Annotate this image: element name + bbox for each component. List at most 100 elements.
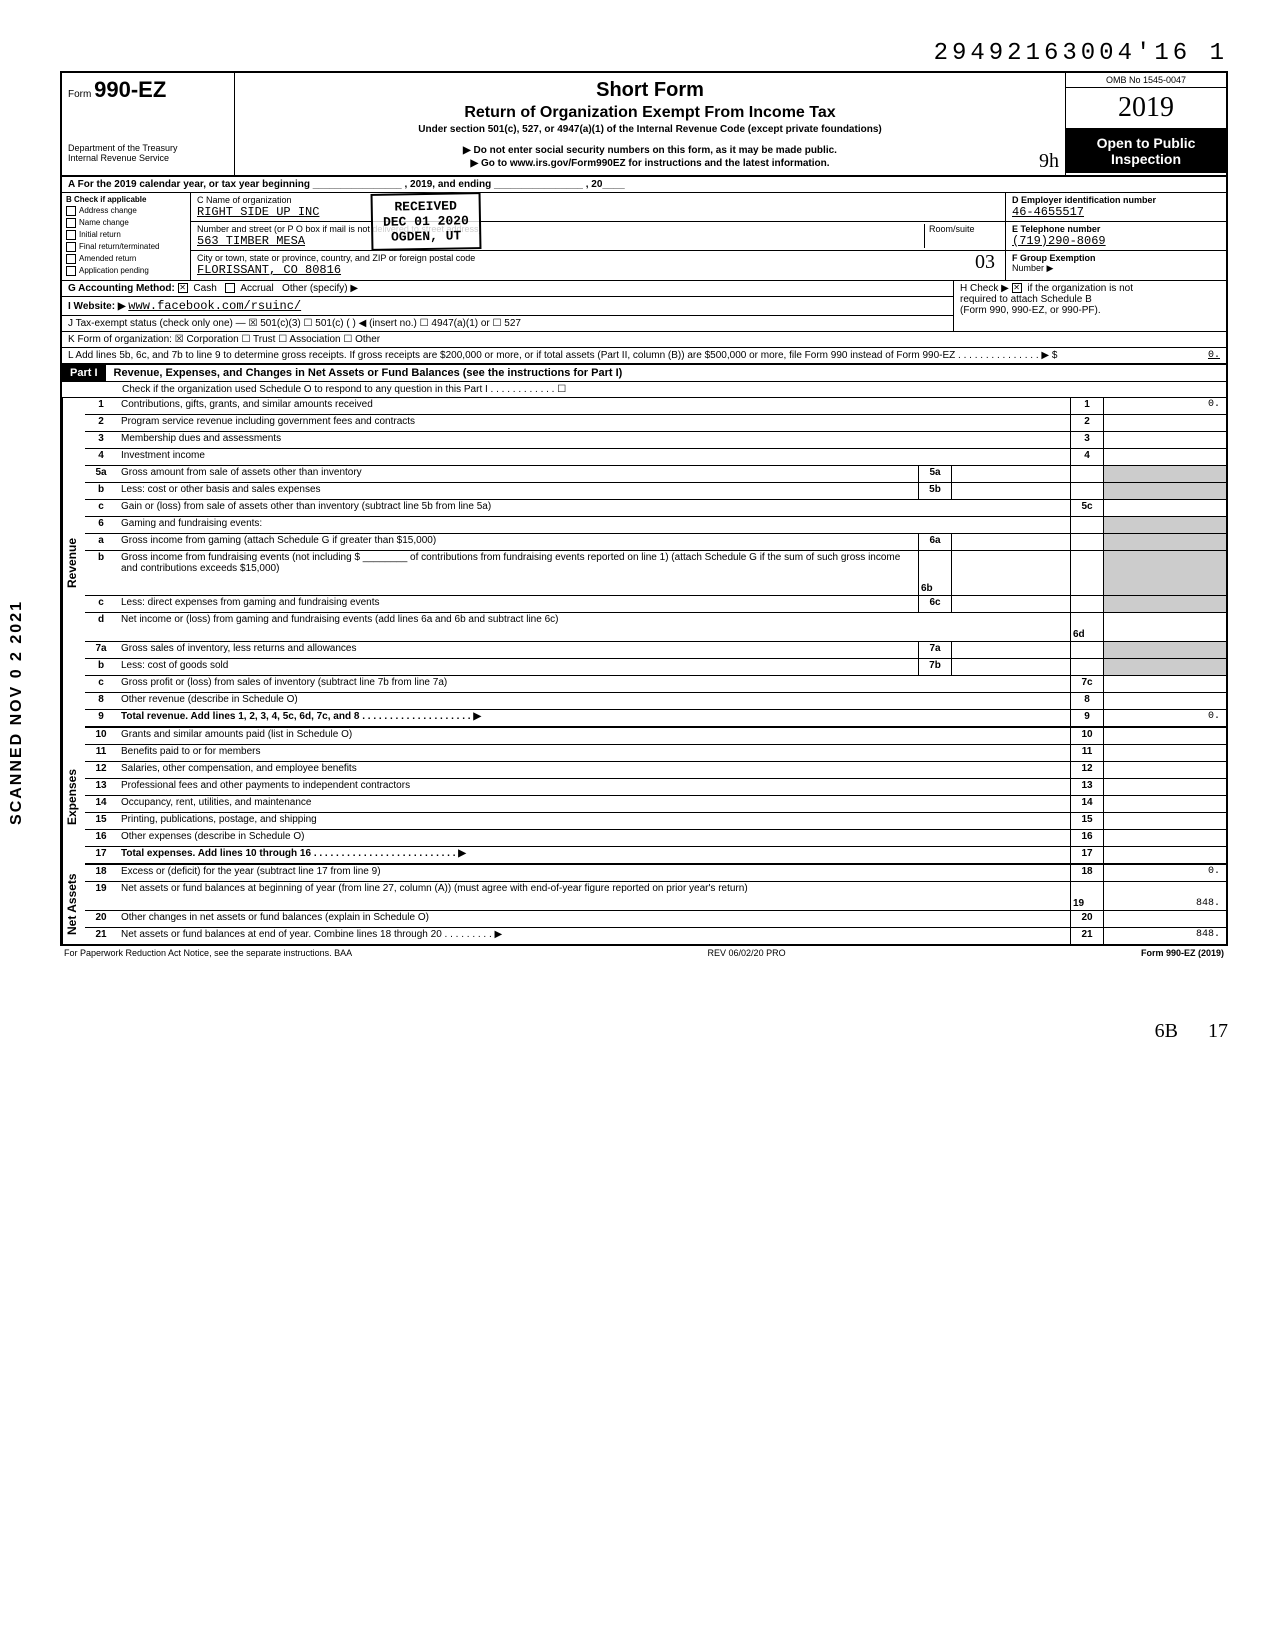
scanned-stamp: SCANNED NOV 0 2 2021: [8, 600, 26, 825]
ein-value: 46-4655517: [1012, 205, 1220, 219]
line18-desc: Excess or (deficit) for the year (subtra…: [117, 865, 1070, 881]
part1-header: Part I Revenue, Expenses, and Changes in…: [62, 365, 1226, 382]
city-value: FLORISSANT, CO 80816: [197, 263, 999, 277]
line8-box: 8: [1070, 693, 1103, 709]
col-c-org-info: RECEIVED DEC 01 2020 OGDEN, UT C Name of…: [191, 193, 1006, 280]
line6-desc: Gaming and fundraising events:: [117, 517, 1070, 533]
lbl-final-return: Final return/terminated: [79, 242, 159, 251]
line7b-desc: Less: cost of goods sold: [117, 659, 918, 675]
line4-box: 4: [1070, 449, 1103, 465]
omb-number: OMB No 1545-0047: [1066, 73, 1226, 88]
g-label: G Accounting Method:: [68, 283, 175, 294]
sidebar-expenses: Expenses: [62, 728, 85, 865]
h-text4: (Form 990, 990-EZ, or 990-PF).: [960, 305, 1101, 316]
form-frame: Form 990-EZ Department of the Treasury I…: [60, 71, 1228, 946]
lbl-other-method: Other (specify) ▶: [282, 283, 358, 294]
line12-box: 12: [1070, 762, 1103, 778]
form-label: Form: [68, 89, 91, 100]
line10-desc: Grants and similar amounts paid (list in…: [117, 728, 1070, 744]
line13-desc: Professional fees and other payments to …: [117, 779, 1070, 795]
room-label: Room/suite: [929, 224, 999, 234]
bottom-handwritten: 6B 17: [60, 1020, 1228, 1043]
lbl-application-pending: Application pending: [79, 266, 149, 275]
title-short-form: Short Form: [243, 79, 1057, 102]
lbl-accrual: Accrual: [240, 283, 273, 294]
line11-val: [1103, 745, 1226, 761]
line21-val: 848.: [1103, 928, 1226, 944]
stamp-received: RECEIVED: [383, 198, 469, 214]
part1-checkline: Check if the organization used Schedule …: [62, 382, 1226, 398]
lbl-address-change: Address change: [79, 206, 137, 215]
line20-box: 20: [1070, 911, 1103, 927]
chk-initial-return[interactable]: [66, 230, 76, 240]
chk-address-change[interactable]: [66, 206, 76, 216]
row-l-text: L Add lines 5b, 6c, and 7b to line 9 to …: [68, 350, 1110, 361]
f-label: F Group Exemption: [1012, 253, 1096, 263]
line21-desc: Net assets or fund balances at end of ye…: [117, 928, 1070, 944]
line6a-desc: Gross income from gaming (attach Schedul…: [117, 534, 918, 550]
h-text3: required to attach Schedule B: [960, 294, 1092, 305]
chk-accrual[interactable]: [225, 283, 235, 293]
chk-name-change[interactable]: [66, 218, 76, 228]
line8-desc: Other revenue (describe in Schedule O): [117, 693, 1070, 709]
open-to-public: Open to Public: [1068, 135, 1224, 151]
line5c-box: 5c: [1070, 500, 1103, 516]
line6b-mid: 6b: [918, 551, 951, 595]
line9-desc: Total revenue. Add lines 1, 2, 3, 4, 5c,…: [117, 710, 1070, 726]
stamp-location: OGDEN, UT: [383, 228, 469, 244]
warning-goto: ▶ Go to www.irs.gov/Form990EZ for instru…: [243, 158, 1057, 169]
header-left: Form 990-EZ Department of the Treasury I…: [62, 73, 235, 175]
row-l-value: 0.: [1110, 350, 1220, 361]
col-b-header: B Check if applicable: [66, 195, 186, 204]
line3-desc: Membership dues and assessments: [117, 432, 1070, 448]
line5b-desc: Less: cost or other basis and sales expe…: [117, 483, 918, 499]
line13-box: 13: [1070, 779, 1103, 795]
handwritten-initials: 9h: [1039, 150, 1059, 173]
line11-box: 11: [1070, 745, 1103, 761]
line1-desc: Contributions, gifts, grants, and simila…: [117, 398, 1070, 414]
line5b-mid: 5b: [918, 483, 951, 499]
lbl-cash: Cash: [193, 283, 216, 294]
line6b-desc: Gross income from fundraising events (no…: [117, 551, 918, 595]
line18-val: 0.: [1103, 865, 1226, 881]
line8-val: [1103, 693, 1226, 709]
h-label: H Check ▶: [960, 283, 1009, 294]
row-k-form-org: K Form of organization: ☒ Corporation ☐ …: [62, 332, 1226, 348]
chk-application-pending[interactable]: [66, 266, 76, 276]
lbl-initial-return: Initial return: [79, 230, 121, 239]
row-a-tax-year: A For the 2019 calendar year, or tax yea…: [62, 177, 1226, 193]
line14-val: [1103, 796, 1226, 812]
line2-box: 2: [1070, 415, 1103, 431]
chk-amended-return[interactable]: [66, 254, 76, 264]
line5c-val: [1103, 500, 1226, 516]
street-value: 563 TIMBER MESA: [197, 234, 924, 248]
line10-val: [1103, 728, 1226, 744]
dept-treasury: Department of the Treasury: [68, 143, 228, 153]
lbl-name-change: Name change: [79, 218, 129, 227]
form-header: Form 990-EZ Department of the Treasury I…: [62, 73, 1226, 177]
line15-desc: Printing, publications, postage, and shi…: [117, 813, 1070, 829]
line4-desc: Investment income: [117, 449, 1070, 465]
f-label2: Number ▶: [1012, 263, 1220, 274]
tax-year: 2019: [1066, 88, 1226, 129]
org-name: RIGHT SIDE UP INC: [197, 205, 999, 219]
h-text2: if the organization is not: [1027, 283, 1133, 294]
info-block: B Check if applicable Address change Nam…: [62, 193, 1226, 281]
line6d-box: 6d: [1070, 613, 1103, 641]
line12-val: [1103, 762, 1226, 778]
line11-desc: Benefits paid to or for members: [117, 745, 1070, 761]
chk-final-return[interactable]: [66, 242, 76, 252]
line9-val: 0.: [1103, 710, 1226, 726]
street-label: Number and street (or P O box if mail is…: [197, 224, 924, 234]
subtitle: Under section 501(c), 527, or 4947(a)(1)…: [243, 124, 1057, 135]
chk-cash[interactable]: ✕: [178, 283, 188, 293]
row-j-tax-exempt: J Tax-exempt status (check only one) — ☒…: [62, 316, 953, 331]
irs-label: Internal Revenue Service: [68, 153, 228, 163]
line2-desc: Program service revenue including govern…: [117, 415, 1070, 431]
title-return: Return of Organization Exempt From Incom…: [243, 104, 1057, 122]
line14-box: 14: [1070, 796, 1103, 812]
line7c-box: 7c: [1070, 676, 1103, 692]
line15-val: [1103, 813, 1226, 829]
line6c-mid: 6c: [918, 596, 951, 612]
chk-h-not-required[interactable]: ✕: [1012, 283, 1022, 293]
